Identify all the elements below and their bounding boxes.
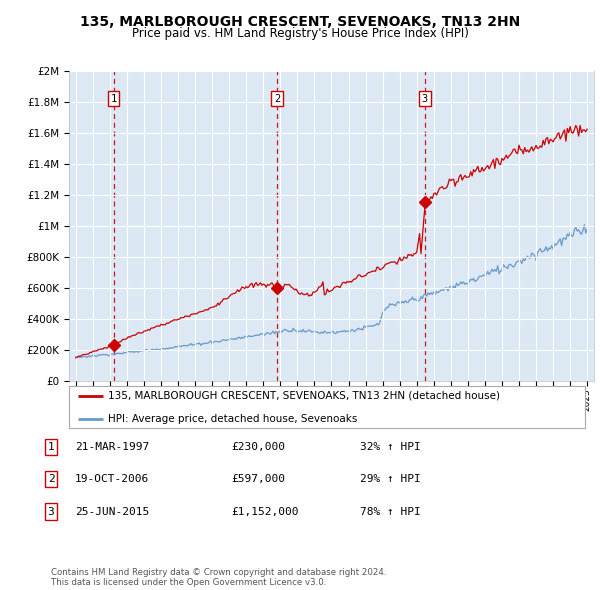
Text: 29% ↑ HPI: 29% ↑ HPI	[360, 474, 421, 484]
Text: 3: 3	[47, 507, 55, 516]
Text: 1: 1	[47, 442, 55, 451]
Text: £597,000: £597,000	[231, 474, 285, 484]
Text: 25-JUN-2015: 25-JUN-2015	[75, 507, 149, 516]
Text: 21-MAR-1997: 21-MAR-1997	[75, 442, 149, 451]
Text: HPI: Average price, detached house, Sevenoaks: HPI: Average price, detached house, Seve…	[108, 414, 357, 424]
Text: 2: 2	[47, 474, 55, 484]
Text: 19-OCT-2006: 19-OCT-2006	[75, 474, 149, 484]
Text: 2: 2	[274, 94, 280, 104]
Text: 135, MARLBOROUGH CRESCENT, SEVENOAKS, TN13 2HN: 135, MARLBOROUGH CRESCENT, SEVENOAKS, TN…	[80, 15, 520, 29]
Text: Price paid vs. HM Land Registry's House Price Index (HPI): Price paid vs. HM Land Registry's House …	[131, 27, 469, 40]
Text: £1,152,000: £1,152,000	[231, 507, 299, 516]
Text: 135, MARLBOROUGH CRESCENT, SEVENOAKS, TN13 2HN (detached house): 135, MARLBOROUGH CRESCENT, SEVENOAKS, TN…	[108, 391, 500, 401]
Text: 78% ↑ HPI: 78% ↑ HPI	[360, 507, 421, 516]
Text: 32% ↑ HPI: 32% ↑ HPI	[360, 442, 421, 451]
Text: £230,000: £230,000	[231, 442, 285, 451]
Text: Contains HM Land Registry data © Crown copyright and database right 2024.
This d: Contains HM Land Registry data © Crown c…	[51, 568, 386, 587]
Text: 1: 1	[110, 94, 117, 104]
Text: 3: 3	[422, 94, 428, 104]
